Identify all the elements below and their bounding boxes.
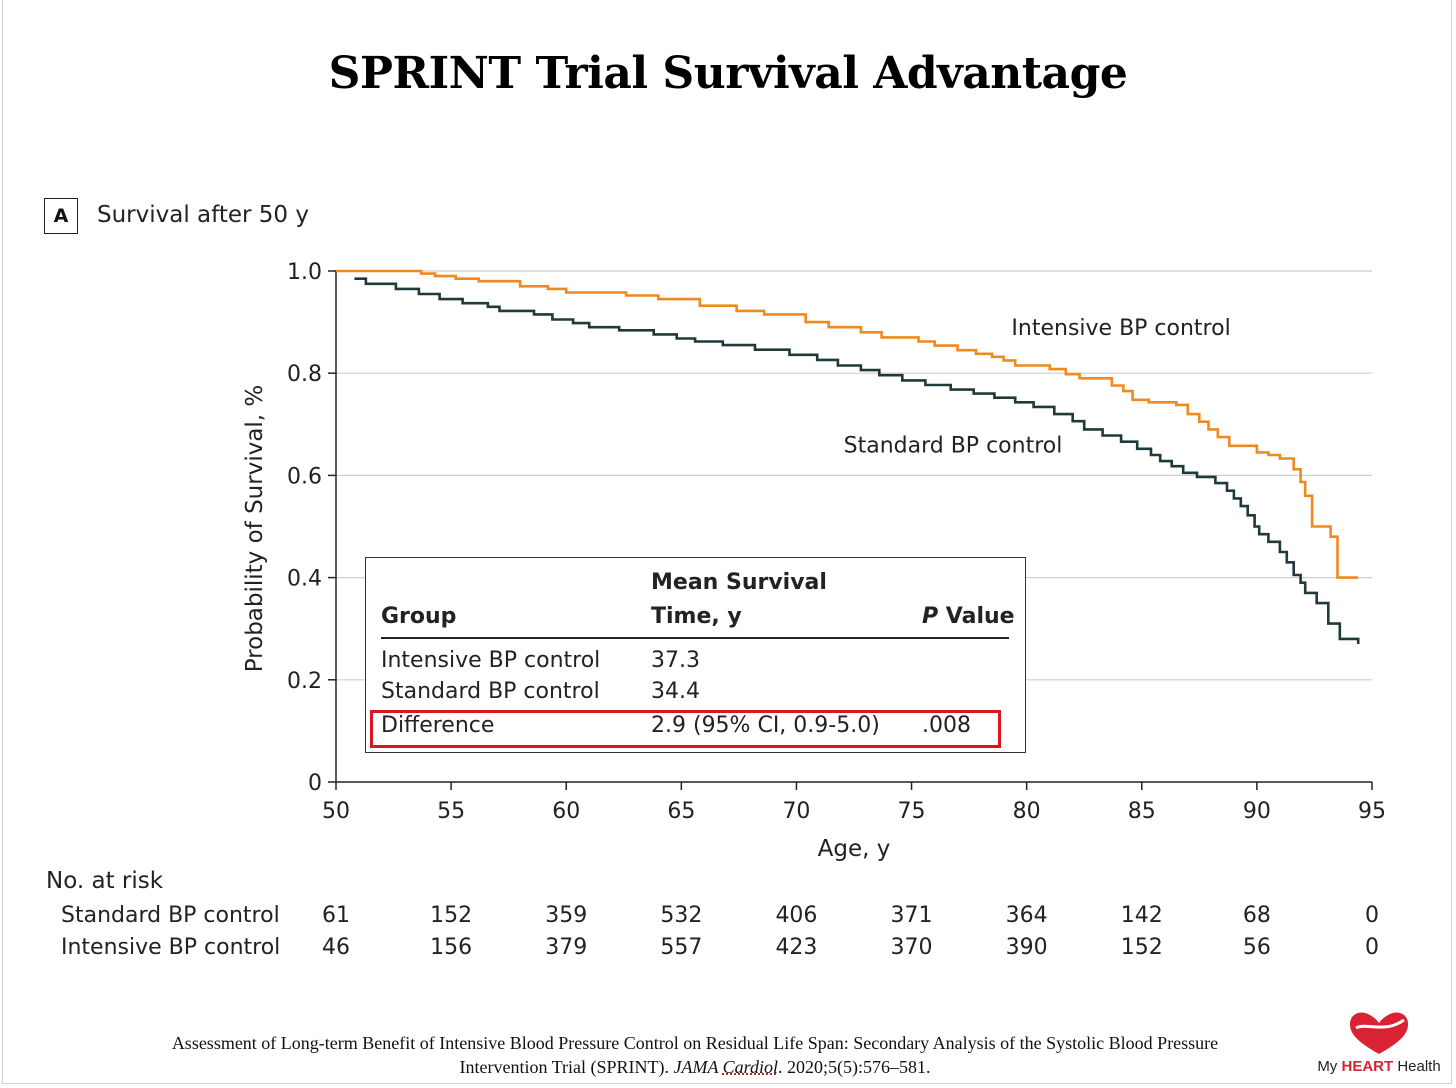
summary-row-group: Difference (381, 713, 495, 738)
panel-title: Survival after 50 y (97, 202, 309, 228)
risk-row-label: Standard BP control (61, 903, 280, 928)
summary-header-rule (381, 637, 1009, 639)
risk-cell: 390 (1005, 935, 1048, 960)
summary-header-mean-line2: Time, y (651, 604, 742, 629)
panel-badge: A (44, 198, 78, 234)
series-label-intensive-bp-control: Intensive BP control (1011, 316, 1230, 341)
risk-cell: 557 (660, 935, 703, 960)
slide-title: SPRINT Trial Survival Advantage (328, 48, 1128, 99)
logo-text: My HEART Health (1314, 1058, 1444, 1075)
citation: Assessment of Long-term Benefit of Inten… (70, 1031, 1320, 1079)
summary-header-p-italic: P (922, 604, 939, 629)
risk-cell: 68 (1242, 903, 1271, 928)
risk-cell: 379 (545, 935, 588, 960)
risk-cell: 0 (1365, 935, 1379, 960)
x-tick-label: 70 (782, 799, 810, 824)
summary-row-group: Standard BP control (381, 679, 600, 704)
risk-cell: 152 (1120, 935, 1163, 960)
risk-cell: 532 (660, 903, 703, 928)
summary-table: Group Mean Survival Time, y P Value Inte… (365, 557, 1026, 753)
series-label-standard-bp-control: Standard BP control (844, 433, 1063, 458)
risk-cell: 406 (775, 903, 818, 928)
risk-table-header: No. at risk (46, 868, 164, 894)
y-tick-label: 0.6 (287, 464, 322, 489)
citation-journal-b: Cardiol (722, 1057, 778, 1077)
difference-highlight-box (370, 710, 1001, 748)
summary-row-mean: 34.4 (651, 679, 700, 704)
citation-line2-post: . 2020;5(5):576–581. (778, 1057, 931, 1077)
risk-cell: 152 (430, 903, 473, 928)
citation-line1: Assessment of Long-term Benefit of Inten… (171, 1033, 1219, 1053)
summary-header-mean-line1: Mean Survival (651, 570, 827, 595)
risk-cell: 359 (545, 903, 588, 928)
risk-cell: 61 (322, 903, 350, 928)
x-tick-label: 80 (1013, 799, 1041, 824)
summary-header-group: Group (381, 604, 457, 629)
risk-cell: 56 (1242, 935, 1271, 960)
x-tick-label: 95 (1358, 799, 1386, 824)
x-axis-title: Age, y (818, 836, 891, 862)
annotations: Intensive BP control Standard BP control (844, 316, 1231, 459)
series-layer (336, 269, 1360, 644)
risk-cell: 364 (1005, 903, 1048, 928)
risk-cell: 371 (890, 903, 933, 928)
risk-cell: 46 (322, 935, 350, 960)
risk-cell: 423 (775, 935, 818, 960)
x-tick-label: 85 (1128, 799, 1156, 824)
y-tick-label: 0.8 (287, 362, 322, 387)
summary-header-p-rest: Value (938, 604, 1015, 629)
summary-row-mean: 37.3 (651, 648, 700, 673)
logo-text-pre: My (1317, 1058, 1342, 1075)
x-tick-label: 65 (667, 799, 695, 824)
y-axis-title: Probability of Survival, % (242, 385, 268, 673)
x-tick-label: 90 (1243, 799, 1271, 824)
heart-icon (1350, 1012, 1408, 1054)
logo-text-bold: HEART (1341, 1058, 1394, 1075)
y-tick-label: 0.2 (287, 669, 322, 694)
risk-cell: 370 (890, 935, 933, 960)
summary-row-mean: 2.9 (95% CI, 0.9-5.0) (651, 713, 880, 738)
citation-line2: Intervention Trial (SPRINT). JAMA Cardio… (70, 1055, 1320, 1079)
my-heart-health-logo: My HEART Health (1314, 1006, 1444, 1076)
series-line-intensive-bp-control (336, 269, 1359, 579)
risk-cell: 156 (430, 935, 473, 960)
citation-journal-a: JAMA (673, 1057, 723, 1077)
summary-row-group: Intensive BP control (381, 648, 601, 673)
summary-row-p-value: .008 (922, 713, 971, 738)
citation-line2-pre: Intervention Trial (SPRINT). (459, 1057, 674, 1077)
risk-row-label: Intensive BP control (61, 935, 281, 960)
y-tick-label: 1.0 (287, 260, 322, 285)
axes: 0 0.2 0.4 0.6 0.8 1.0 50 55 60 65 70 75 80 85 90 95 Age,… (242, 260, 1386, 862)
x-tick-label: 55 (437, 799, 465, 824)
x-tick-label: 50 (322, 799, 350, 824)
risk-cell: 0 (1365, 903, 1379, 928)
y-tick-label: 0.4 (287, 567, 322, 592)
x-tick-label: 75 (898, 799, 926, 824)
survival-chart: 0 0.2 0.4 0.6 0.8 1.0 50 55 60 65 70 75 80 85 90 95 Age,… (242, 260, 1386, 862)
x-tick-label: 60 (552, 799, 580, 824)
summary-header-p: P Value (922, 604, 1015, 629)
y-tick-label: 0 (308, 771, 322, 796)
logo-text-post: Health (1393, 1058, 1441, 1075)
risk-cell: 142 (1120, 903, 1163, 928)
series-line-standard-bp-control (354, 277, 1360, 644)
